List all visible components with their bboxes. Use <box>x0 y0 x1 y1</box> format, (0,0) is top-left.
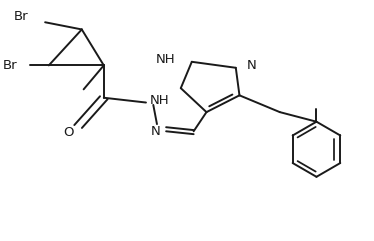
Text: Br: Br <box>3 59 18 72</box>
Text: Br: Br <box>14 10 29 23</box>
Text: N: N <box>247 59 257 72</box>
Text: O: O <box>64 126 74 139</box>
Text: N: N <box>150 125 160 138</box>
Text: NH: NH <box>156 53 175 66</box>
Text: NH: NH <box>150 94 169 107</box>
